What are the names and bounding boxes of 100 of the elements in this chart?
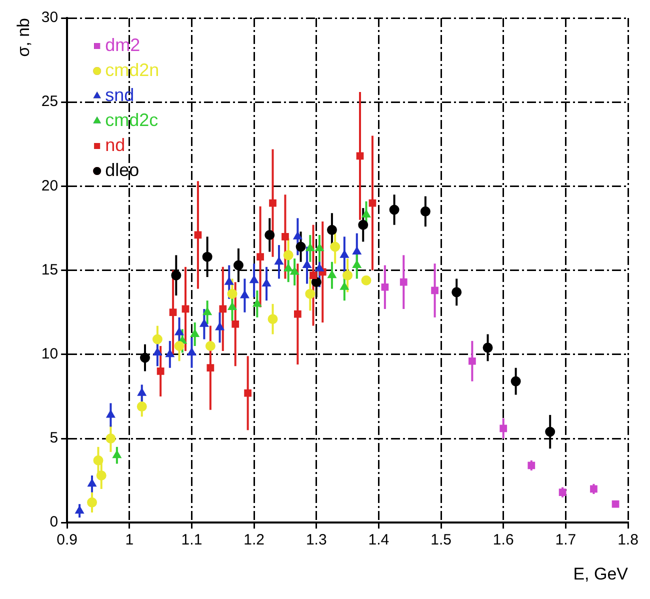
point <box>190 329 200 337</box>
y-axis-title: σ, nb <box>14 18 33 57</box>
point <box>342 270 353 280</box>
point <box>171 270 182 280</box>
point <box>233 260 244 270</box>
point <box>400 278 408 286</box>
point <box>106 434 116 444</box>
point <box>528 462 536 470</box>
point <box>153 348 162 356</box>
x-tick-label: 1.3 <box>306 532 327 549</box>
point <box>137 388 146 396</box>
point <box>330 242 340 252</box>
y-tick-label: 10 <box>41 346 58 363</box>
point <box>500 424 508 432</box>
point <box>96 470 106 481</box>
point <box>381 283 389 291</box>
point <box>293 232 302 240</box>
point <box>228 302 237 310</box>
x-tick-label: 1.5 <box>430 532 452 549</box>
point <box>166 349 174 358</box>
point <box>302 260 312 268</box>
point <box>182 305 190 313</box>
point <box>284 264 293 272</box>
point <box>232 320 240 328</box>
point <box>294 310 302 318</box>
point <box>510 376 521 386</box>
point <box>174 340 184 351</box>
point <box>152 334 162 344</box>
point <box>352 246 362 255</box>
point <box>202 252 212 262</box>
point <box>420 206 430 216</box>
point <box>244 389 252 397</box>
x-tick-label: 1.4 <box>368 532 390 549</box>
point <box>431 286 438 294</box>
point <box>558 488 566 496</box>
legend-label: cmd2n <box>105 60 160 80</box>
point <box>311 277 322 288</box>
point <box>305 288 316 299</box>
point <box>290 266 299 275</box>
point <box>361 275 372 286</box>
point <box>106 410 116 418</box>
point <box>358 220 368 230</box>
legend-label: nd <box>105 134 126 155</box>
point <box>194 231 202 239</box>
point <box>326 224 337 235</box>
point <box>174 328 184 336</box>
point <box>200 319 209 327</box>
point <box>340 282 349 290</box>
point <box>468 357 476 365</box>
point <box>482 342 493 353</box>
point <box>268 314 278 324</box>
point <box>452 287 462 298</box>
point <box>328 270 336 278</box>
point <box>187 348 196 356</box>
y-tick-label: 20 <box>41 177 58 194</box>
point <box>356 152 364 160</box>
y-tick-label: 0 <box>50 514 58 531</box>
point <box>156 368 164 375</box>
point <box>93 455 104 466</box>
point <box>362 210 371 218</box>
point <box>352 260 362 268</box>
x-tick-label: 1 <box>125 532 134 549</box>
legend-label: dm2 <box>105 34 140 55</box>
point <box>140 352 150 363</box>
point <box>169 308 177 316</box>
y-tick-label: 5 <box>50 430 58 447</box>
x-tick-label: 0.9 <box>56 532 78 549</box>
point <box>224 277 234 285</box>
y-tick-label: 25 <box>41 93 58 110</box>
x-axis-title: E, GeV <box>573 564 629 584</box>
x-tick-label: 1.8 <box>618 532 638 549</box>
point <box>219 305 227 313</box>
point <box>262 278 271 287</box>
point <box>240 290 250 298</box>
point <box>215 322 224 330</box>
point <box>252 298 262 307</box>
point <box>368 199 376 207</box>
x-tick-label: 1.6 <box>492 532 514 549</box>
point <box>283 250 294 260</box>
point <box>310 272 317 280</box>
x-tick-label: 1.1 <box>181 532 202 549</box>
point <box>612 500 620 508</box>
point <box>282 232 289 240</box>
point <box>75 506 84 514</box>
point <box>256 253 264 261</box>
x-tick-label: 1.7 <box>555 532 576 549</box>
point <box>269 199 276 207</box>
y-tick-label: 15 <box>41 261 58 278</box>
point <box>590 485 598 493</box>
point <box>340 250 349 258</box>
legend-label: cmd2c <box>105 110 158 130</box>
point <box>545 426 556 437</box>
point <box>202 307 212 316</box>
y-tick-label: 30 <box>41 9 58 26</box>
point <box>389 204 400 215</box>
point <box>112 450 122 458</box>
point <box>87 497 98 508</box>
point <box>227 288 238 299</box>
point <box>306 243 315 252</box>
point <box>296 242 306 252</box>
